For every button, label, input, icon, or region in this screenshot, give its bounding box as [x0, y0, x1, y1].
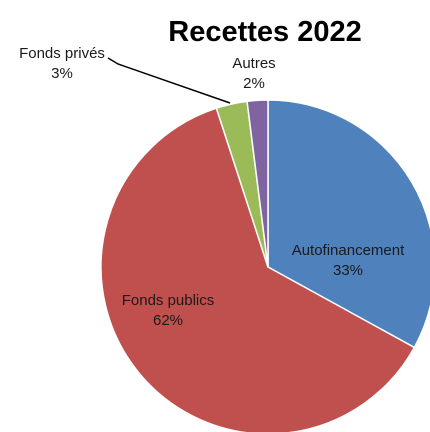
chart-title: Recettes 2022 — [168, 16, 361, 48]
slice-value-fonds-publics: 62% — [153, 312, 183, 329]
slice-label-autres: Autres — [232, 55, 275, 72]
slice-value-autofinancement: 33% — [333, 262, 363, 279]
slice-label-fonds-prives: Fonds privés — [19, 45, 105, 62]
pie-slice-autofinancement — [267, 99, 430, 349]
leader-line-fonds-prives — [107, 57, 231, 104]
pie-slice-autres — [246, 99, 269, 268]
slice-value-fonds-prives: 3% — [51, 65, 73, 82]
leader-lines — [107, 57, 231, 104]
slice-value-autres: 2% — [243, 75, 265, 92]
pie-slices — [100, 99, 430, 432]
slice-label-fonds-publics: Fonds publics — [122, 292, 215, 309]
slice-labels: Autofinancement 33% Fonds publics 62% Fonds … — [19, 45, 405, 329]
pie-slice-fonds-publics — [100, 107, 416, 432]
slice-label-autofinancement: Autofinancement — [292, 242, 405, 259]
